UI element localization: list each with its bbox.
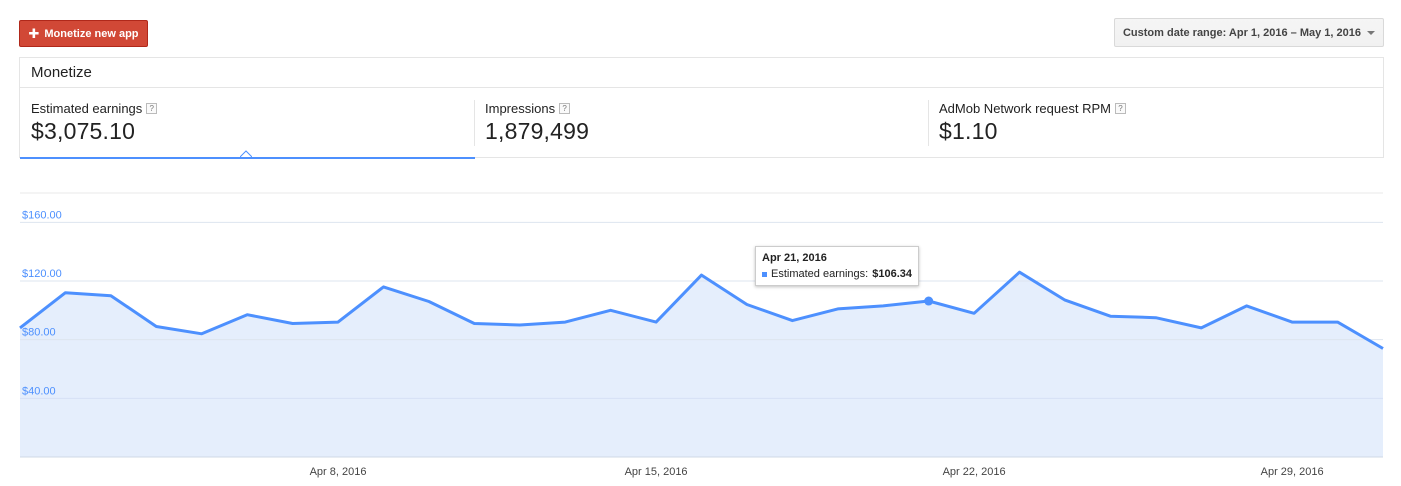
metric-value: 1,879,499 (485, 118, 590, 144)
metric-label-row: Impressions ? (485, 101, 928, 116)
panel-title: Monetize (20, 58, 1383, 88)
caret-down-icon (1367, 30, 1376, 35)
help-icon[interactable]: ? (1114, 103, 1126, 114)
active-metric-underline (20, 157, 475, 159)
active-notch-icon (240, 150, 252, 157)
monetize-new-app-label: Monetize new app (44, 27, 139, 40)
series-swatch-icon (762, 271, 767, 277)
tooltip-date: Apr 21, 2016 (762, 252, 827, 264)
metric-label: AdMob Network request RPM (939, 101, 1111, 116)
metric-label-row: AdMob Network request RPM ? (939, 101, 1382, 116)
highlight-point (924, 296, 934, 306)
earnings-line (19, 270, 1384, 350)
tooltip-row: Estimated earnings: $106.34 (762, 268, 918, 280)
metric-label-row: Estimated earnings ? (31, 101, 474, 116)
metric-estimated-earnings[interactable]: Estimated earnings ? $3,075.10 (20, 88, 475, 159)
y-tick-label: $40.00 (22, 385, 56, 397)
y-tick-label: $80.00 (22, 327, 56, 339)
metrics-row: Estimated earnings ? $3,075.10 Impressio… (20, 88, 1383, 159)
metric-label: Estimated earnings (31, 101, 143, 116)
help-icon[interactable]: ? (146, 103, 158, 114)
x-tick-label: Apr 22, 2016 (943, 466, 1006, 478)
monetize-panel: Monetize Estimated earnings ? $3,075.10 … (19, 57, 1384, 159)
chart-tooltip: Apr 21, 2016 Estimated earnings: $106.34 (755, 246, 919, 286)
metric-request-rpm[interactable]: AdMob Network request RPM ? $1.10 (928, 88, 1382, 158)
earnings-area (20, 272, 1383, 457)
x-tick-label: Apr 29, 2016 (1261, 466, 1324, 478)
y-tick-label: $160.00 (22, 209, 62, 221)
metric-value: $1.10 (939, 118, 998, 144)
metric-value: $3,075.10 (31, 118, 136, 144)
plus-icon: ✚ (28, 26, 40, 41)
tooltip-value: $106.34 (872, 268, 912, 280)
metric-label: Impressions (485, 101, 556, 116)
monetize-new-app-button[interactable]: ✚ Monetize new app (19, 20, 148, 47)
date-range-dropdown[interactable]: Custom date range: Apr 1, 2016 – May 1, … (1114, 18, 1384, 47)
tooltip-series-label: Estimated earnings: (771, 268, 869, 280)
help-icon[interactable]: ? (559, 103, 571, 114)
x-tick-label: Apr 15, 2016 (625, 466, 688, 478)
x-tick-label: Apr 8, 2016 (310, 466, 367, 478)
metric-impressions[interactable]: Impressions ? 1,879,499 (474, 88, 928, 158)
y-tick-label: $120.00 (22, 268, 62, 280)
date-range-label: Custom date range: Apr 1, 2016 – May 1, … (1122, 26, 1362, 39)
